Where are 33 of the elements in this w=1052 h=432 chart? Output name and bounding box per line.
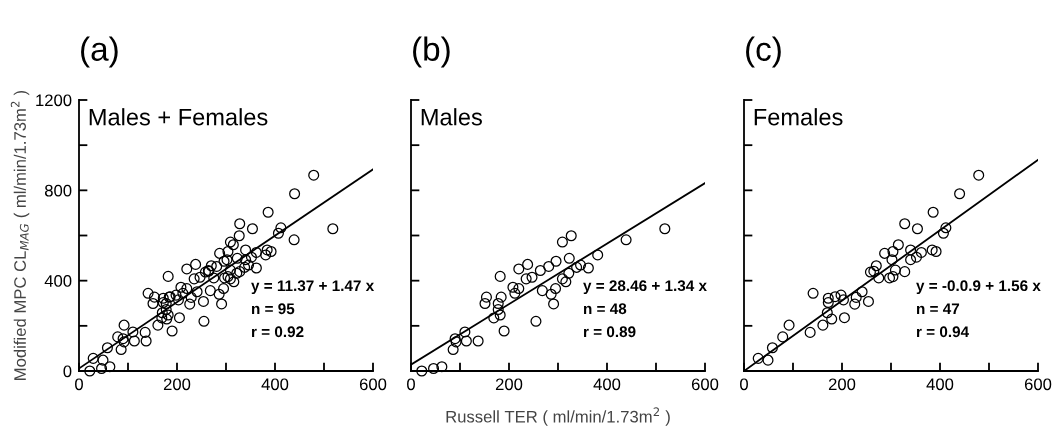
chart-title: (c) [746,36,781,68]
chart-title: (b) [413,36,450,68]
x-tick-label: 400 [593,378,621,391]
annotation: Males + Females [89,108,268,126]
x-axis-title: Russell TER ( ml/min/1.73m$^{2}$ ) [446,407,670,426]
annotation: r = 0.92 [252,326,304,338]
annotation: r = 0.94 [917,326,969,338]
x-tick-label: 400 [261,378,289,391]
x-tick-label: 0 [740,378,748,391]
x-tick-label: 200 [163,378,191,391]
annotation: n = 95 [252,303,295,315]
annotation: y = 28.46 + 1.34 x [583,280,707,295]
y-tick-label: 1200 [36,94,72,107]
y-tick-label: 0 [63,365,72,378]
x-tick-label: 600 [691,378,719,391]
annotation: y = -0.0.9 + 1.56 x [916,280,1041,295]
x-tick-label: 200 [828,378,856,391]
chart-title: (a) [81,36,118,68]
x-tick-label: 600 [359,378,387,391]
annotation: n = 48 [584,303,627,315]
annotation: r = 0.89 [584,326,636,338]
x-tick-label: 600 [1024,378,1052,391]
annotation: y = 11.37 + 1.47 x [251,280,375,295]
x-tick-label: 400 [926,378,954,391]
annotation: Males [421,108,482,126]
y-tick-label: 800 [44,184,72,197]
y-tick-label: 400 [44,275,72,287]
annotation: Females [754,108,843,126]
x-tick-label: 0 [407,378,415,391]
y-axis-title: Modified MPC CL$_{MAG}$ ( ml/min/1.73m$^{2}$ ) [10,90,30,380]
x-tick-label: 0 [75,378,83,391]
annotation: n = 47 [917,303,960,314]
x-tick-label: 200 [495,378,523,391]
